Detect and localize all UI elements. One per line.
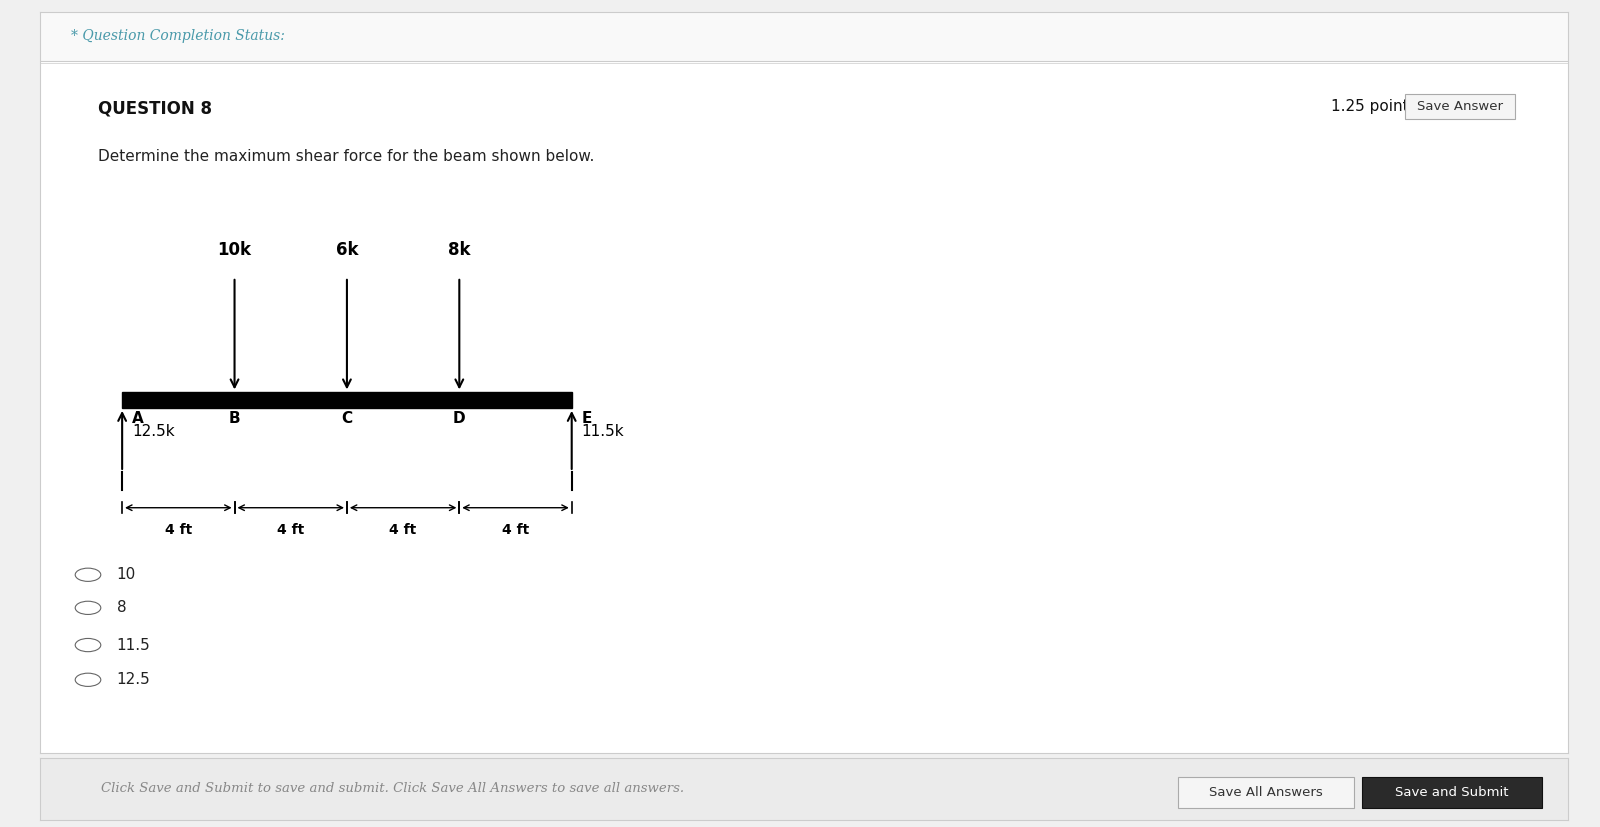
Text: Save All Answers: Save All Answers <box>1210 786 1323 800</box>
Text: 11.5k: 11.5k <box>581 424 624 439</box>
Text: 11.5: 11.5 <box>117 638 150 653</box>
Text: QUESTION 8: QUESTION 8 <box>98 99 213 117</box>
Text: 10k: 10k <box>218 241 251 259</box>
Text: 12.5: 12.5 <box>117 672 150 687</box>
Text: C: C <box>341 411 352 427</box>
Text: E: E <box>581 411 592 427</box>
Text: 4 ft: 4 ft <box>165 523 192 538</box>
Text: 8: 8 <box>117 600 126 615</box>
Text: Determine the maximum shear force for the beam shown below.: Determine the maximum shear force for th… <box>98 149 595 165</box>
Bar <box>40 12 1568 60</box>
Text: 10: 10 <box>117 567 136 582</box>
Text: 6k: 6k <box>336 241 358 259</box>
Text: * Question Completion Status:: * Question Completion Status: <box>70 30 285 44</box>
Text: Save and Submit: Save and Submit <box>1395 786 1509 800</box>
Text: 4 ft: 4 ft <box>277 523 304 538</box>
Text: A: A <box>131 411 144 427</box>
Text: D: D <box>453 411 466 427</box>
Text: B: B <box>229 411 240 427</box>
Text: 8k: 8k <box>448 241 470 259</box>
Text: 4 ft: 4 ft <box>502 523 530 538</box>
Text: 12.5k: 12.5k <box>131 424 174 439</box>
Bar <box>122 392 571 408</box>
Text: Click Save and Submit to save and submit. Click Save All Answers to save all ans: Click Save and Submit to save and submit… <box>101 782 685 795</box>
Text: 4 ft: 4 ft <box>389 523 416 538</box>
Text: 1.25 points: 1.25 points <box>1331 99 1416 114</box>
Text: Save Answer: Save Answer <box>1416 100 1502 113</box>
FancyBboxPatch shape <box>1362 777 1542 809</box>
FancyBboxPatch shape <box>1405 93 1515 119</box>
FancyBboxPatch shape <box>1178 777 1354 809</box>
